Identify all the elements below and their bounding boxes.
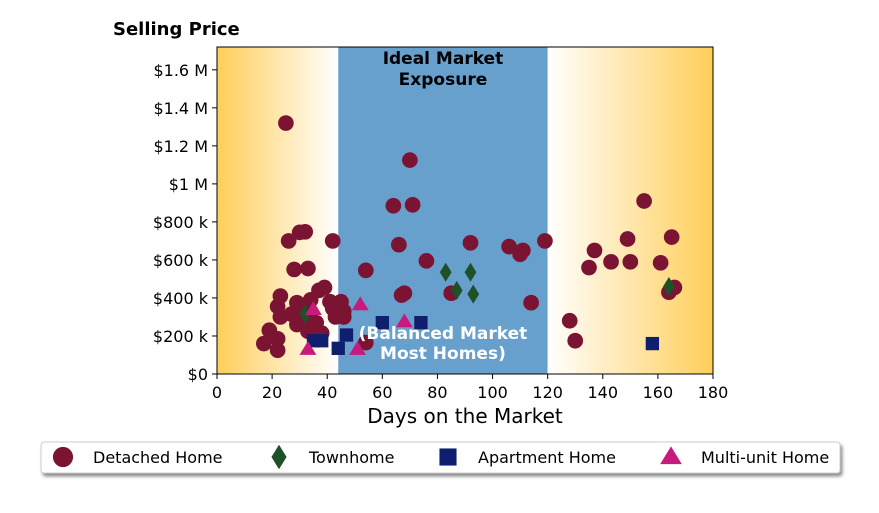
detached-home-point	[280, 233, 297, 249]
apartment-home-point	[414, 316, 428, 330]
apartment-home-point	[375, 316, 389, 330]
apartment-home-point	[339, 328, 354, 342]
ideal-exposure-label-line-2: Exposure	[399, 70, 488, 90]
balanced-market-label-line-1: (Balanced Market	[359, 324, 528, 344]
detached-home-point	[385, 197, 402, 214]
legend-marker-multi-unit-home	[660, 446, 682, 465]
townhome-point	[299, 304, 312, 324]
legend-marker-detached-home	[52, 446, 74, 468]
data-points	[256, 115, 683, 359]
band-labels: Ideal Market Exposure (Balanced Market M…	[359, 49, 528, 364]
detached-home-point	[512, 246, 528, 263]
y-axis-title: Selling Price	[113, 19, 240, 40]
x-tick-label: 40	[317, 383, 337, 402]
multi-unit-home-point	[351, 296, 369, 311]
townhome-point	[464, 262, 477, 282]
detached-home-point	[622, 253, 639, 270]
detached-home-point	[286, 261, 302, 278]
apartment-home-point	[315, 334, 329, 348]
detached-home-point	[603, 253, 619, 270]
detached-home-point	[561, 312, 578, 329]
detached-home-point	[581, 259, 597, 276]
x-axis: 0 20 40 60 80 100 120 140 160 180	[212, 374, 728, 402]
x-tick-label: 120	[532, 383, 563, 402]
detached-home-point	[278, 115, 294, 131]
detached-home-point	[393, 287, 410, 303]
x-tick-label: 60	[372, 383, 392, 402]
detached-home-point	[269, 330, 286, 347]
detached-home-point	[357, 262, 374, 279]
detached-home-point	[501, 238, 517, 255]
detached-home-point	[462, 234, 479, 251]
y-tick-label: $1.2 M	[153, 137, 208, 156]
y-tick-label: $1.6 M	[153, 61, 208, 80]
legend-label-multi-unit-home: Multi-unit Home	[701, 448, 829, 467]
y-tick-label: $0	[188, 365, 208, 384]
detached-home-point	[567, 332, 584, 349]
apartment-home-point	[331, 341, 345, 355]
x-tick-label: 100	[477, 383, 508, 402]
legend-item-townhome: Townhome	[271, 444, 394, 470]
detached-home-point	[297, 223, 314, 240]
x-tick-label: 140	[588, 383, 619, 402]
detached-home-point	[523, 294, 539, 311]
legend-label-townhome: Townhome	[308, 448, 394, 467]
detached-home-point	[300, 260, 316, 277]
detached-home-point	[404, 196, 421, 213]
legend-marker-townhome	[271, 444, 287, 470]
y-tick-label: $1 M	[169, 175, 208, 194]
x-tick-label: 0	[212, 383, 222, 402]
detached-home-point	[636, 193, 652, 209]
x-tick-label: 20	[262, 383, 282, 402]
y-tick-label: $600 k	[153, 251, 209, 270]
detached-home-point	[619, 231, 636, 247]
balanced-market-label-line-2: Most Homes)	[380, 344, 506, 364]
x-tick-label: 160	[643, 383, 674, 402]
detached-home-point	[391, 236, 407, 253]
legend-marker-apartment-home	[439, 448, 457, 466]
townhome-point	[467, 284, 480, 304]
x-tick-label: 180	[698, 383, 729, 402]
multi-unit-home-point	[395, 313, 413, 328]
y-axis: $0 $200 k $400 k $600 k $800 k $1 M $1.2 M $1.4…	[153, 61, 217, 384]
legend-label-apartment-home: Apartment Home	[478, 448, 616, 467]
detached-home-point	[357, 334, 374, 351]
x-tick-label: 80	[427, 383, 447, 402]
detached-home-point	[256, 335, 272, 352]
legend-label-detached-home: Detached Home	[93, 448, 223, 467]
market-bands	[217, 47, 713, 374]
detached-home-point	[652, 254, 669, 271]
detached-home-point	[324, 233, 341, 249]
detached-home-point	[269, 342, 286, 359]
detached-home-point	[402, 152, 418, 168]
legend-item-apartment-home: Apartment Home	[439, 448, 616, 467]
detached-home-point	[335, 309, 352, 325]
detached-home-point	[272, 309, 289, 325]
x-axis-title: Days on the Market	[367, 404, 563, 428]
detached-home-point	[663, 229, 680, 245]
townhome-point	[450, 280, 463, 300]
legend-item-multi-unit-home: Multi-unit Home	[660, 446, 829, 467]
detached-home-point	[418, 253, 435, 269]
townhome-point	[663, 277, 675, 297]
ideal-exposure-label-line-1: Ideal Market	[383, 49, 504, 69]
apartment-home-point	[645, 336, 660, 351]
multi-unit-home-point	[305, 301, 322, 315]
multi-unit-home-point	[349, 341, 366, 355]
band-ideal-exposure	[338, 47, 548, 374]
townhome-point	[439, 262, 452, 282]
multi-unit-home-point	[299, 341, 317, 355]
legend-item-detached-home: Detached Home	[52, 446, 223, 468]
plot-frame	[216, 46, 714, 375]
y-tick-label: $1.4 M	[153, 99, 208, 118]
y-tick-label: $400 k	[153, 289, 209, 308]
detached-home-point	[537, 233, 553, 249]
legend: Detached Home Townhome Apartment Home Multi…	[40, 441, 841, 474]
y-tick-label: $200 k	[153, 327, 209, 346]
y-tick-label: $800 k	[153, 213, 209, 232]
detached-home-point	[586, 242, 603, 259]
